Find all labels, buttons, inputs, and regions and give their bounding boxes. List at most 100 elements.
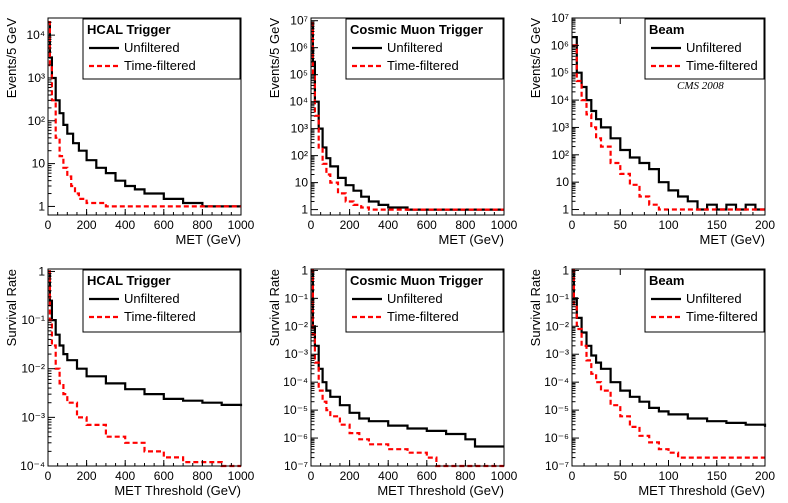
legend-unfiltered-label: Unfiltered [124, 291, 180, 306]
x-tick-label: 50 [614, 218, 628, 232]
panel-5: 0 200 400 600 800 1000 10⁻⁷ 10⁻⁶ 10⁻⁵ 10⁻⁴ 10⁻³ 10⁻… [267, 263, 518, 498]
x-tick-label: 600 [417, 218, 437, 232]
legend-unfiltered-label: Unfiltered [387, 291, 443, 306]
x-tick-label: 50 [614, 469, 628, 483]
legend-title: Beam [649, 273, 684, 288]
y-tick-label: 10⁻² [21, 362, 45, 376]
y-tick-label: 10⁻⁴ [283, 375, 308, 389]
legend-title: Beam [649, 22, 684, 37]
x-tick-label: 1000 [228, 469, 255, 483]
x-tick-label: 0 [569, 218, 576, 232]
y-axis-label: Survival Rate [267, 269, 282, 346]
y-tick-label: 10⁻³ [284, 347, 308, 361]
x-tick-label: 200 [340, 469, 360, 483]
y-tick-label: 10⁻⁶ [544, 431, 569, 445]
y-tick-label: 10⁵ [551, 66, 569, 80]
x-tick-label: 1000 [228, 218, 255, 232]
y-tick-label: 10⁻⁴ [544, 375, 569, 389]
legend-title: HCAL Trigger [87, 22, 171, 37]
unfiltered-series [48, 270, 243, 407]
y-tick-label: 10⁻¹ [21, 313, 45, 327]
panel-4: 0 200 400 600 800 1000 10⁻⁴ 10⁻³ 10⁻² 10⁻¹ 1 MET Th… [4, 264, 255, 498]
time-filtered-series [48, 270, 241, 468]
legend-box [82, 269, 241, 333]
y-tick-label: 10⁻⁵ [544, 403, 569, 417]
y-tick-label: 10⁻³ [545, 347, 569, 361]
legend-title: Cosmic Muon Trigger [350, 273, 483, 288]
x-tick-label: 400 [378, 469, 398, 483]
y-tick-label: 10⁻⁷ [545, 459, 569, 473]
unfiltered-series [572, 36, 765, 211]
x-tick-label: 200 [77, 469, 97, 483]
legend-unfiltered-label: Unfiltered [124, 40, 180, 55]
y-tick-label: 10² [291, 149, 308, 163]
x-tick-label: 0 [308, 469, 315, 483]
y-tick-label: 10⁶ [290, 41, 308, 55]
y-tick-label: 10⁴ [26, 28, 45, 42]
y-tick-label: 10⁵ [290, 68, 308, 82]
x-axis-label: MET (GeV) [700, 232, 766, 247]
x-tick-label: 600 [154, 218, 174, 232]
legend: Cosmic Muon Trigger Unfiltered Time-filter… [345, 269, 504, 333]
y-tick-label: 1 [38, 264, 45, 278]
time-filtered-series [572, 269, 765, 459]
x-axis-label: MET (GeV) [176, 232, 242, 247]
x-tick-label: 400 [115, 218, 135, 232]
y-tick-label: 10 [295, 176, 309, 190]
y-axis-label: Events/5 GeV [267, 18, 282, 99]
y-tick-label: 10⁻¹ [284, 291, 308, 305]
y-tick-label: 1 [301, 263, 308, 277]
y-tick-label: 10⁻¹ [545, 291, 569, 305]
legend-box [644, 269, 765, 333]
x-tick-label: 1000 [491, 218, 518, 232]
y-axis-label: Events/5 GeV [528, 18, 543, 99]
y-tick-label: 10⁻⁴ [20, 459, 45, 473]
unfiltered-series [48, 21, 241, 208]
x-tick-label: 100 [658, 218, 678, 232]
legend-unfiltered-label: Unfiltered [686, 291, 742, 306]
x-tick-label: 1000 [491, 469, 518, 483]
legend-time-filtered-label: Time-filtered [387, 309, 459, 324]
y-tick-label: 10² [28, 114, 45, 128]
x-tick-label: 0 [45, 218, 52, 232]
legend-time-filtered-label: Time-filtered [686, 309, 758, 324]
y-tick-label: 10⁻³ [21, 410, 45, 424]
panel-2: 0 200 400 600 800 1000 1 10 10² 10³ 10⁴ 10⁵ 10⁶ 10⁷ ME… [267, 14, 518, 247]
legend-time-filtered-label: Time-filtered [686, 58, 758, 73]
y-tick-label: 10⁻² [284, 319, 308, 333]
x-axis-label: MET Threshold (GeV) [114, 483, 241, 498]
x-axis-label: MET Threshold (GeV) [377, 483, 504, 498]
x-tick-label: 200 [77, 218, 97, 232]
y-tick-label: 1 [301, 203, 308, 217]
x-tick-label: 800 [455, 218, 475, 232]
y-axis-label: Survival Rate [4, 269, 19, 346]
legend-time-filtered-label: Time-filtered [387, 58, 459, 73]
time-filtered-series [48, 21, 241, 208]
legend: HCAL Trigger Unfiltered Time-filtered [82, 18, 241, 80]
x-tick-label: 0 [45, 469, 52, 483]
legend-time-filtered-label: Time-filtered [124, 309, 196, 324]
y-tick-label: 1 [562, 263, 569, 277]
y-tick-label: 10⁻⁷ [284, 459, 308, 473]
legend-unfiltered-label: Unfiltered [686, 40, 742, 55]
y-tick-label: 10³ [552, 120, 569, 134]
x-axis-label: MET (GeV) [439, 232, 505, 247]
cms-annotation: CMS 2008 [677, 80, 724, 92]
panel-3: 0 50 100 150 200 1 10 10² 10³ 10⁴ 10⁵ 10⁶ 10⁷ MET (Ge… [528, 11, 775, 247]
x-tick-label: 400 [378, 218, 398, 232]
legend-title: HCAL Trigger [87, 273, 171, 288]
panel-1: 0 200 400 600 800 1000 1 10 10² 10³ 10⁴ MET (GeV) Ev… [4, 17, 255, 247]
time-filtered-series [311, 22, 504, 211]
x-tick-label: 600 [154, 469, 174, 483]
y-tick-label: 10⁴ [550, 93, 569, 107]
y-tick-label: 1 [38, 199, 45, 213]
x-tick-label: 800 [192, 469, 212, 483]
y-tick-label: 10⁶ [551, 38, 569, 52]
time-filtered-series [572, 44, 765, 211]
legend-title: Cosmic Muon Trigger [350, 22, 483, 37]
y-axis-label: Survival Rate [528, 269, 543, 346]
x-tick-label: 400 [115, 469, 135, 483]
y-tick-label: 10⁷ [290, 14, 308, 28]
